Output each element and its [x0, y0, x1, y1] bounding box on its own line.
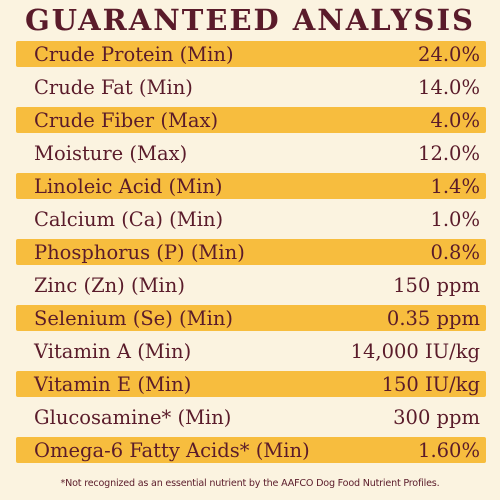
nutrient-label: Vitamin A (Min)	[34, 340, 192, 363]
table-row: Glucosamine* (Min) 300 ppm	[0, 401, 500, 434]
table-row: Zinc (Zn) (Min) 150 ppm	[0, 269, 500, 302]
nutrient-value: 0.8%	[430, 241, 480, 264]
nutrient-label: Calcium (Ca) (Min)	[34, 208, 224, 231]
nutrient-value: 1.0%	[430, 208, 480, 231]
nutrient-label: Phosphorus (P) (Min)	[34, 241, 245, 264]
nutrient-label: Vitamin E (Min)	[34, 373, 192, 396]
table-row: Omega-6 Fatty Acids* (Min) 1.60%	[0, 434, 500, 467]
row-highlight-band	[16, 107, 486, 133]
row-highlight-band	[16, 239, 486, 265]
table-row: Phosphorus (P) (Min) 0.8%	[0, 236, 500, 269]
footnote: *Not recognized as an essential nutrient…	[60, 478, 440, 489]
table-row: Selenium (Se) (Min) 0.35 ppm	[0, 302, 500, 335]
nutrient-label: Crude Fat (Min)	[34, 76, 193, 99]
nutrient-value: 14.0%	[418, 76, 480, 99]
nutrient-value: 0.35 ppm	[386, 307, 480, 330]
nutrient-label: Linoleic Acid (Min)	[34, 175, 223, 198]
nutrient-label: Glucosamine* (Min)	[34, 406, 232, 429]
nutrient-label: Omega-6 Fatty Acids* (Min)	[34, 439, 310, 462]
analysis-table: Crude Protein (Min) 24.0% Crude Fat (Min…	[0, 38, 500, 467]
table-row: Crude Protein (Min) 24.0%	[0, 38, 500, 71]
row-highlight-band	[16, 305, 486, 331]
row-highlight-band	[16, 173, 486, 199]
nutrient-value: 1.60%	[418, 439, 480, 462]
nutrient-value: 150 IU/kg	[381, 373, 480, 396]
row-highlight-band	[16, 41, 486, 67]
table-row: Vitamin E (Min) 150 IU/kg	[0, 368, 500, 401]
row-highlight-band	[16, 371, 486, 397]
nutrient-label: Selenium (Se) (Min)	[34, 307, 234, 330]
table-row: Crude Fat (Min) 14.0%	[0, 71, 500, 104]
nutrient-value: 300 ppm	[393, 406, 480, 429]
table-row: Calcium (Ca) (Min) 1.0%	[0, 203, 500, 236]
nutrient-label: Crude Protein (Min)	[34, 43, 234, 66]
nutrient-value: 12.0%	[418, 142, 480, 165]
table-row: Linoleic Acid (Min) 1.4%	[0, 170, 500, 203]
nutrient-label: Zinc (Zn) (Min)	[34, 274, 185, 297]
nutrient-value: 24.0%	[418, 43, 480, 66]
page-title: GUARANTEED ANALYSIS	[24, 3, 475, 37]
table-row: Crude Fiber (Max) 4.0%	[0, 104, 500, 137]
nutrient-label: Crude Fiber (Max)	[34, 109, 219, 132]
nutrient-value: 14,000 IU/kg	[350, 340, 480, 363]
nutrient-value: 1.4%	[430, 175, 480, 198]
table-row: Vitamin A (Min) 14,000 IU/kg	[0, 335, 500, 368]
row-highlight-band	[16, 437, 486, 463]
nutrient-label: Moisture (Max)	[34, 142, 188, 165]
nutrient-value: 4.0%	[430, 109, 480, 132]
nutrient-value: 150 ppm	[393, 274, 480, 297]
table-row: Moisture (Max) 12.0%	[0, 137, 500, 170]
